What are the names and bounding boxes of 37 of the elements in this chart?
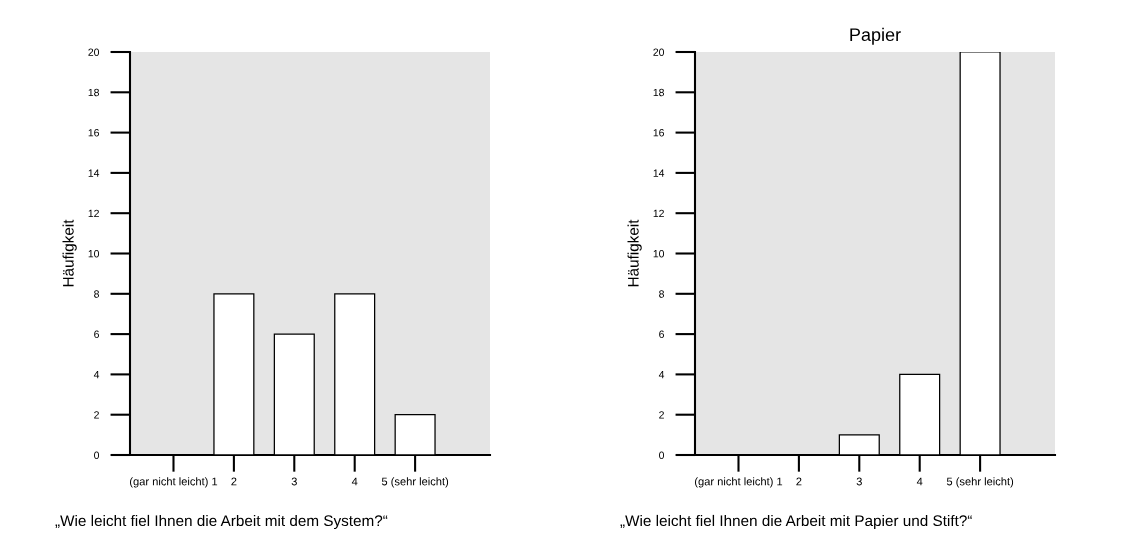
x-tick-label: 5 (sehr leicht) bbox=[381, 477, 449, 488]
y-tick-label: 16 bbox=[88, 129, 99, 137]
y-tick-label: 16 bbox=[653, 129, 664, 137]
x-tick-label: 3 bbox=[856, 477, 862, 486]
x-tick-label: 4 bbox=[351, 477, 358, 486]
y-tick-label: 8 bbox=[94, 290, 99, 298]
x-tick-label: 4 bbox=[916, 477, 923, 486]
y-axis-title: Häufigkeit bbox=[62, 219, 77, 287]
y-tick-label: 0 bbox=[94, 451, 100, 459]
y-tick-label: 6 bbox=[94, 330, 99, 338]
y-tick-label: 20 bbox=[88, 48, 100, 56]
y-tick-label: 12 bbox=[653, 209, 664, 217]
y-tick-label: 14 bbox=[653, 169, 665, 177]
y-tick-label: 2 bbox=[659, 411, 664, 419]
chart-title: Papier bbox=[850, 27, 901, 45]
text: „Wie leicht fiel Ihnen die Arbeit mit dem System?“ bbox=[55, 514, 388, 530]
x-tick-label: (gar nicht leicht) 1 bbox=[130, 477, 218, 488]
y-tick-label: 18 bbox=[88, 88, 99, 97]
y-tick-label: 14 bbox=[88, 169, 100, 177]
y-tick-label: 18 bbox=[653, 88, 664, 97]
y-tick-label: 8 bbox=[659, 290, 664, 298]
y-tick-label: 10 bbox=[653, 250, 665, 258]
y-tick-label: 6 bbox=[659, 330, 664, 338]
y-tick-label: 20 bbox=[653, 48, 665, 56]
x-tick-label: 2 bbox=[231, 477, 237, 486]
x-tick-label: (gar nicht leicht) 1 bbox=[695, 477, 783, 488]
y-tick-label: 4 bbox=[93, 371, 100, 379]
y-tick-label: 12 bbox=[88, 209, 99, 217]
y-axis-title: Häufigkeit bbox=[627, 219, 642, 287]
y-tick-label: 4 bbox=[658, 371, 665, 379]
y-tick-label: 2 bbox=[94, 411, 99, 419]
y-tick-label: 10 bbox=[88, 250, 100, 258]
x-tick-label: 5 (sehr leicht) bbox=[946, 477, 1014, 488]
x-tick-label: 3 bbox=[291, 477, 297, 486]
text: „Wie leicht fiel Ihnen die Arbeit mit Papier und Stift?“ bbox=[620, 514, 972, 530]
y-tick-label: 0 bbox=[659, 451, 665, 459]
x-tick-label: 2 bbox=[796, 477, 802, 486]
